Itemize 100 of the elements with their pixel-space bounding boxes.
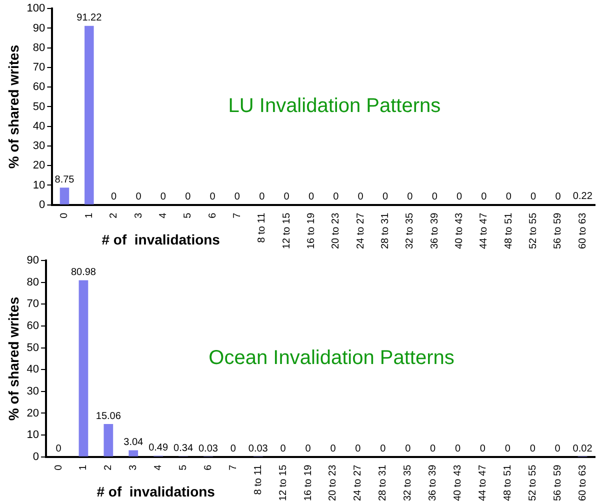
data-label: 0 bbox=[210, 192, 216, 203]
x-tick-label: 24 to 27 bbox=[355, 212, 366, 250]
y-tick-label: 80 bbox=[32, 42, 46, 54]
x-tick-label: 2 bbox=[103, 464, 114, 470]
data-label: 8.75 bbox=[54, 174, 75, 186]
data-label: 0.03 bbox=[198, 444, 218, 455]
x-tick-label: 0 bbox=[59, 212, 70, 218]
bar bbox=[104, 424, 114, 456]
x-tick-label: 16 to 19 bbox=[306, 212, 317, 250]
data-label: 0 bbox=[280, 444, 286, 455]
data-label: 0.03 bbox=[248, 444, 268, 455]
y-tick-label: 50 bbox=[32, 100, 46, 113]
x-tick-label: 52 to 55 bbox=[527, 464, 538, 502]
data-label: 0 bbox=[432, 192, 438, 203]
data-label: 0 bbox=[554, 444, 561, 455]
y-tick-label: 50 bbox=[26, 342, 40, 354]
data-label: 0 bbox=[382, 192, 388, 203]
y-tick-label: 60 bbox=[32, 81, 46, 94]
data-label: 0 bbox=[305, 444, 312, 455]
y-tick-label: 70 bbox=[26, 298, 40, 310]
data-label: 0.49 bbox=[148, 442, 168, 454]
x-tick-label: 12 to 15 bbox=[278, 464, 289, 502]
x-tick-label: 32 to 35 bbox=[402, 464, 414, 502]
x-tick-label: 32 to 35 bbox=[404, 212, 416, 250]
x-tick-label: 20 to 23 bbox=[328, 464, 339, 502]
x-tick-label: 1 bbox=[84, 212, 95, 218]
data-label: 0 bbox=[355, 444, 362, 455]
x-tick-label: 24 to 27 bbox=[352, 464, 364, 502]
data-label: 0 bbox=[430, 444, 436, 455]
x-tick-label: 44 to 47 bbox=[478, 212, 490, 250]
y-tick-label: 30 bbox=[32, 140, 46, 152]
y-tick-label: 60 bbox=[26, 320, 40, 332]
x-tick-label: 7 bbox=[228, 464, 239, 470]
x-tick-label: 60 to 63 bbox=[577, 464, 588, 502]
x-tick-label: 3 bbox=[133, 212, 144, 218]
x-tick-label: 7 bbox=[232, 212, 243, 218]
data-label: 0 bbox=[230, 444, 236, 455]
data-label: 0 bbox=[160, 192, 166, 203]
data-label: 0 bbox=[504, 444, 511, 455]
data-label: 80.98 bbox=[70, 267, 96, 278]
data-label: 0 bbox=[380, 444, 386, 455]
x-tick-label: 52 to 55 bbox=[528, 212, 540, 250]
x-tick-label: 48 to 51 bbox=[502, 464, 514, 502]
x-tick-label: 3 bbox=[128, 464, 140, 470]
bar bbox=[128, 450, 138, 456]
data-label: 0.02 bbox=[572, 444, 593, 455]
x-tick-label: 56 to 59 bbox=[552, 212, 564, 250]
x-tick-label: 8 to 11 bbox=[252, 464, 264, 495]
x-tick-label: 6 bbox=[202, 464, 214, 470]
data-label: 0 bbox=[330, 444, 336, 455]
data-label: 0 bbox=[358, 192, 364, 203]
data-label: 0 bbox=[454, 444, 461, 455]
data-label: 15.06 bbox=[96, 410, 122, 422]
data-label: 0 bbox=[456, 192, 463, 203]
data-label: 0 bbox=[185, 192, 192, 203]
y-tick-label: 70 bbox=[32, 62, 46, 74]
y-tick-label: 20 bbox=[32, 160, 46, 172]
data-label: 0 bbox=[480, 444, 486, 455]
x-tick-label: 60 to 63 bbox=[577, 212, 588, 250]
y-tick-label: 40 bbox=[26, 364, 40, 376]
x-tick-label: 44 to 47 bbox=[477, 464, 488, 502]
y-tick-label: 30 bbox=[26, 385, 40, 398]
data-label: 0.34 bbox=[174, 442, 194, 454]
x-tick-label: 1 bbox=[78, 464, 90, 470]
x-tick-label: 36 to 39 bbox=[428, 464, 439, 502]
data-label: 0 bbox=[530, 192, 537, 203]
x-tick-label: 0 bbox=[53, 464, 64, 470]
x-tick-label: 28 to 31 bbox=[380, 212, 392, 250]
text: LU Invalidation Patterns bbox=[228, 95, 441, 118]
data-label: 0 bbox=[136, 192, 142, 203]
y-tick-label: 80 bbox=[26, 276, 40, 288]
y-tick-label: 10 bbox=[26, 429, 40, 442]
data-label: 0 bbox=[506, 192, 512, 203]
data-label: 0 bbox=[407, 192, 414, 203]
data-label: 0 bbox=[234, 192, 240, 203]
x-tick-label: 48 to 51 bbox=[503, 212, 514, 250]
x-tick-label: 6 bbox=[207, 212, 218, 218]
data-label: 0 bbox=[284, 192, 290, 203]
y-axis-title: % of shared writes bbox=[5, 44, 22, 169]
data-label: 0 bbox=[405, 444, 412, 455]
x-tick-label: 2 bbox=[108, 212, 120, 218]
y-tick-label: 20 bbox=[26, 407, 40, 420]
x-axis-title: # of invalidations bbox=[96, 484, 216, 500]
y-tick-label: 40 bbox=[32, 120, 46, 132]
bar bbox=[78, 280, 88, 456]
x-axis-title: # of invalidations bbox=[102, 232, 220, 248]
x-tick-label: 12 to 15 bbox=[281, 212, 292, 250]
data-label: 0 bbox=[481, 192, 488, 203]
x-tick-label: 40 to 43 bbox=[452, 464, 464, 502]
x-tick-label: 40 to 43 bbox=[454, 212, 466, 250]
y-tick-label: 90 bbox=[26, 254, 40, 267]
y-tick-label: 90 bbox=[32, 22, 46, 34]
x-tick-label: 5 bbox=[182, 212, 194, 218]
x-tick-label: 20 to 23 bbox=[330, 212, 342, 250]
data-label: 0.22 bbox=[572, 191, 593, 202]
data-label: 0 bbox=[111, 192, 118, 203]
data-label: 0 bbox=[308, 192, 314, 203]
x-tick-label: 56 to 59 bbox=[552, 464, 564, 502]
data-label: 0 bbox=[555, 192, 562, 203]
x-tick-label: 5 bbox=[178, 464, 190, 470]
